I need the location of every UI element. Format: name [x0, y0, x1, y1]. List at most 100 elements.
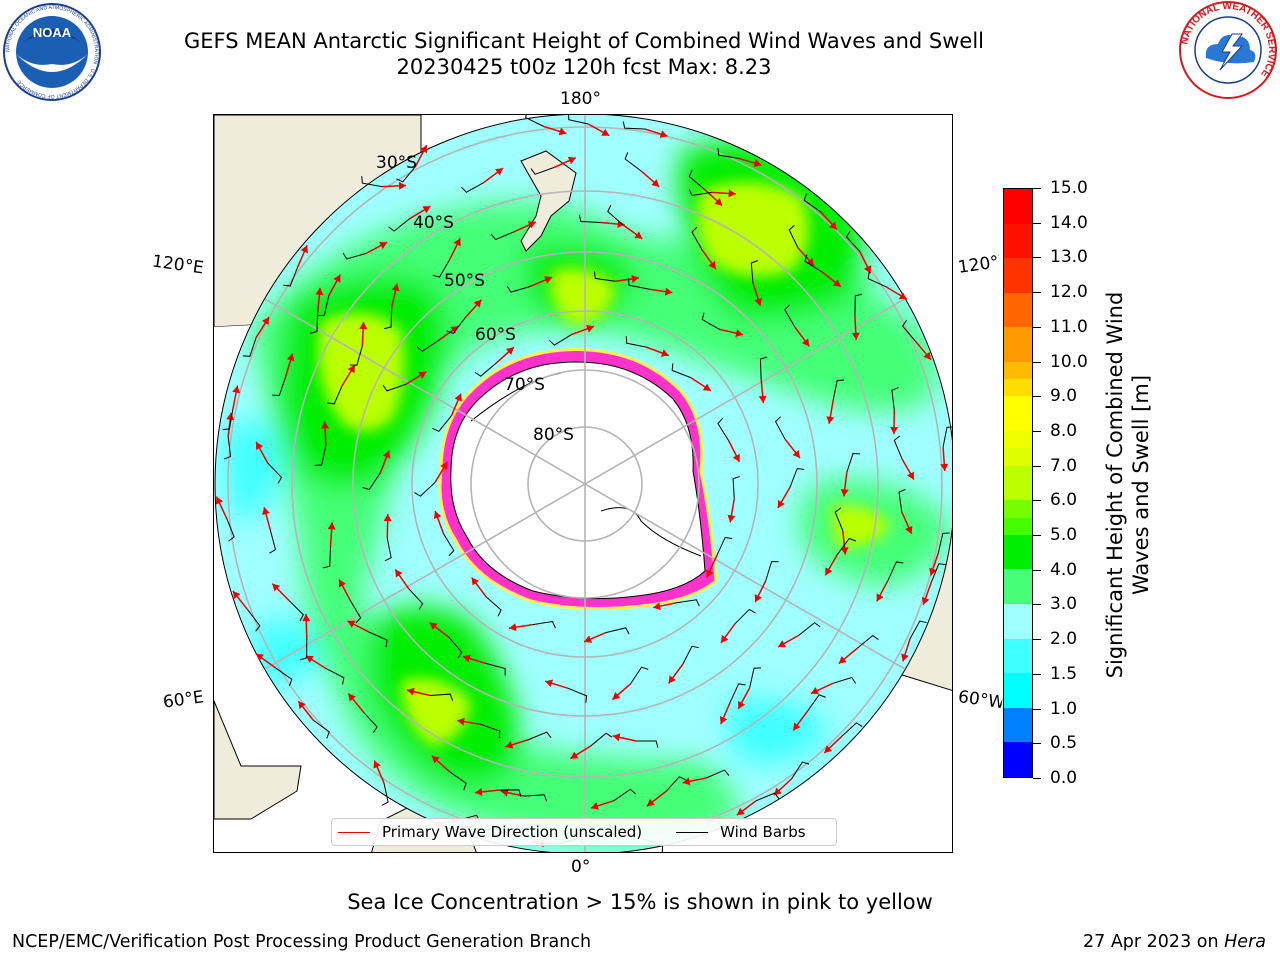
colorbar-segment	[1004, 379, 1032, 397]
wind-barb	[836, 537, 856, 555]
wave-direction-arrowhead	[373, 760, 381, 769]
chart-subtitle: 20230425 t00z 120h fcst Max: 8.23	[396, 55, 772, 79]
wave-direction-arrowhead	[262, 507, 270, 515]
colorbar-tick-label: 9.0	[1050, 386, 1078, 407]
wave-direction-arrowhead	[406, 687, 415, 696]
wave-direction-arrowhead	[720, 634, 729, 643]
wave-direction-arrowhead	[719, 716, 728, 725]
wave-direction-arrowhead	[646, 798, 655, 807]
wind-barb	[322, 546, 332, 569]
wind-barb	[275, 667, 293, 687]
wave-direction-arrowhead	[338, 579, 346, 588]
wind-barb	[841, 722, 863, 737]
lon-label-top: 180°	[560, 89, 601, 109]
footer-credit: NCEP/EMC/Verification Post Processing Pr…	[12, 932, 592, 952]
wind-barb-legend-label: Wind Barbs	[720, 823, 806, 841]
wind-barb	[524, 794, 548, 802]
wind-barb	[887, 561, 904, 581]
wave-direction-arrowhead	[327, 522, 336, 530]
wind-barb	[803, 193, 821, 213]
lon-label-right-lower: 60°W	[956, 687, 1004, 713]
wind-barb	[630, 666, 649, 685]
colorbar-tick	[1033, 569, 1041, 571]
wind-barb	[362, 472, 381, 491]
wind-barb	[474, 362, 497, 377]
wind-barb	[461, 182, 485, 193]
footer-date-text: 27 Apr 2023 on	[1083, 932, 1225, 952]
lon-label-left-lower: 60°E	[161, 687, 206, 713]
lat-label-30s: 30°S	[376, 153, 417, 173]
colorbar-tick	[1033, 361, 1041, 363]
wind-barb	[846, 453, 860, 473]
wave-direction-arrowhead	[736, 807, 745, 816]
map-legend: Primary Wave Direction (unscaled) Wind B…	[331, 818, 837, 846]
wind-barb	[590, 732, 613, 747]
colorbar-tick-label: 7.0	[1050, 455, 1078, 476]
wave-direction-arrowhead	[450, 326, 459, 334]
wind-barb	[613, 788, 637, 802]
wave-direction-arrowhead	[471, 577, 480, 586]
wind-barb	[368, 631, 388, 648]
wave-direction-arrowhead	[226, 412, 235, 421]
wave-direction-arrowhead	[300, 245, 309, 254]
wind-barb	[283, 267, 299, 287]
footer-machine: Hera	[1224, 932, 1266, 952]
wave-direction-arrowhead	[738, 700, 746, 709]
wave-direction-arrowhead	[773, 787, 782, 796]
colorbar-tick	[1033, 743, 1041, 745]
colorbar-segment	[1004, 742, 1032, 777]
wind-barb	[716, 536, 733, 556]
wind-barb	[549, 334, 572, 346]
wind-barb	[765, 561, 779, 581]
wind-barb	[448, 636, 463, 659]
wave-direction-arrowhead	[898, 292, 907, 300]
colorbar-tick-label: 1.5	[1050, 663, 1078, 684]
wave-direction-arrowhead	[929, 567, 937, 576]
wave-direction-arrowhead	[347, 365, 355, 374]
wind-barb	[327, 385, 343, 405]
wave-direction-arrowhead	[634, 231, 643, 239]
wave-direction-arrowhead	[793, 722, 801, 731]
wind-barb	[446, 317, 466, 335]
colorbar	[1003, 188, 1033, 778]
wave-direction-arrowhead	[612, 692, 621, 700]
africa-land	[214, 700, 302, 820]
colorbar-segment	[1004, 258, 1032, 293]
wind-barb	[272, 376, 287, 397]
wave-direction-arrowhead	[792, 450, 800, 459]
wind-barb	[755, 792, 780, 802]
wind-barb	[832, 379, 845, 401]
colorbar-tick-label: 6.0	[1050, 490, 1078, 511]
wind-barb	[625, 336, 647, 348]
wave-direction-arrowhead	[727, 514, 736, 523]
colorbar-segment	[1004, 638, 1032, 674]
wave-direction-arrowhead	[810, 686, 819, 695]
wave-direction-arrowhead	[735, 329, 744, 338]
colorbar-tick	[1033, 500, 1041, 502]
wave-direction-arrowhead	[876, 593, 884, 602]
wave-direction-arrowhead	[584, 635, 593, 643]
wind-barb	[798, 622, 821, 636]
wind-barb	[636, 740, 659, 748]
wind-barb	[717, 418, 729, 441]
wave-direction-arrowhead	[601, 128, 610, 136]
wind-barb	[930, 563, 946, 583]
wind-barb	[749, 667, 761, 688]
wind-barb	[909, 620, 927, 639]
colorbar-tick-label: 2.0	[1050, 629, 1078, 650]
wind-barb	[705, 769, 730, 779]
colorbar-tick-label: 0.0	[1050, 768, 1078, 788]
wave-direction-arrowhead	[473, 299, 482, 308]
colorbar-tick	[1033, 326, 1041, 328]
wind-barbs-layer	[222, 115, 952, 852]
wave-direction-arrowhead	[659, 130, 668, 138]
wind-barb	[593, 271, 616, 282]
wave-direction-arrowhead	[505, 347, 514, 355]
wave-direction-arrowhead	[840, 488, 849, 497]
wind-barb	[498, 789, 522, 797]
wind-barb	[832, 676, 857, 684]
wave-direction-arrowhead	[728, 189, 736, 198]
wave-direction-arrowhead	[586, 324, 595, 333]
colorbar-tick	[1033, 222, 1041, 224]
lat-label-80s: 80°S	[533, 425, 574, 445]
